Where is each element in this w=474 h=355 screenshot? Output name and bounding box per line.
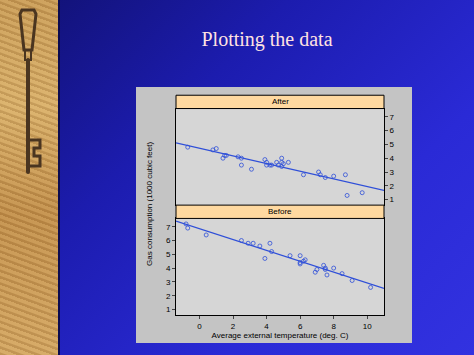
svg-text:2: 2 — [231, 322, 236, 331]
svg-text:Average external temperature (: Average external temperature (deg. C) — [212, 331, 349, 340]
svg-text:1: 1 — [390, 195, 395, 204]
svg-text:6: 6 — [390, 126, 395, 135]
svg-text:10: 10 — [363, 322, 372, 331]
svg-text:4: 4 — [166, 264, 171, 273]
html-text:Plotting the data: Plotting the data — [201, 28, 333, 50]
svg-text:7: 7 — [166, 223, 171, 232]
svg-text:6: 6 — [298, 322, 303, 331]
svg-text:3: 3 — [166, 278, 171, 287]
svg-text:1: 1 — [166, 305, 171, 314]
svg-text:6: 6 — [166, 236, 171, 245]
svg-text:3: 3 — [390, 168, 395, 177]
svg-text:Before: Before — [268, 207, 292, 216]
svg-text:4: 4 — [264, 322, 269, 331]
svg-text:4: 4 — [390, 154, 395, 163]
svg-text:After: After — [272, 97, 289, 106]
svg-text:7: 7 — [390, 113, 395, 122]
svg-text:Gas consumption (1000 cubic fe: Gas consumption (1000 cubic feet) — [145, 142, 154, 266]
svg-text:5: 5 — [166, 250, 171, 259]
svg-text:2: 2 — [390, 182, 395, 191]
svg-text:5: 5 — [390, 140, 395, 149]
svg-text:8: 8 — [331, 322, 336, 331]
svg-text:0: 0 — [197, 322, 202, 331]
svg-text:2: 2 — [166, 291, 171, 300]
